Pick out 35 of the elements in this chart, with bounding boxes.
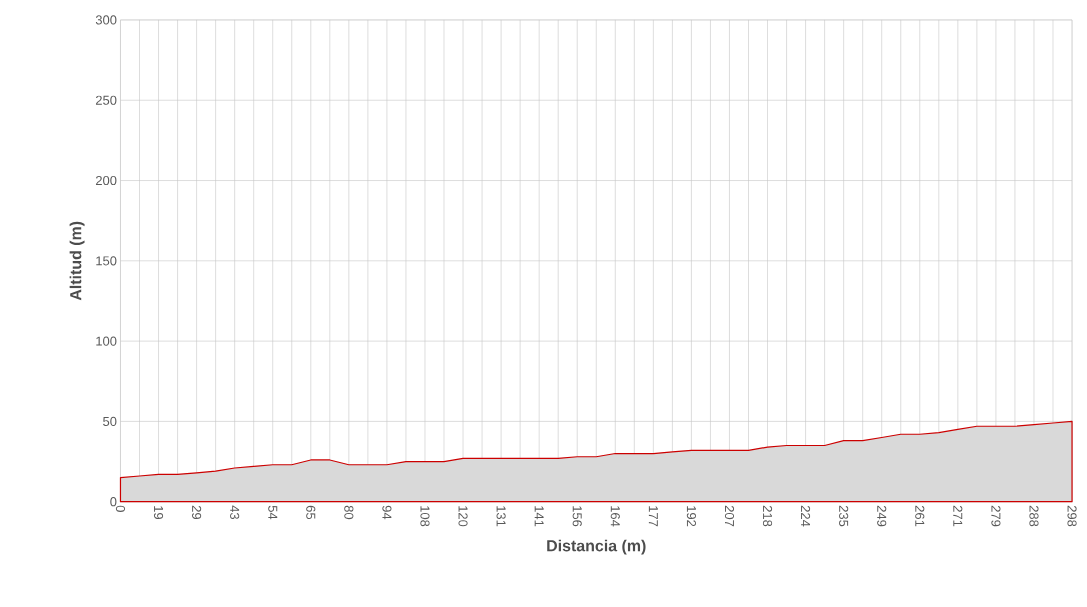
x-tick-label: 288	[1029, 505, 1039, 527]
x-tick-label: 192	[686, 505, 696, 526]
x-axis-title: Distancia (m)	[547, 539, 646, 555]
x-tick-label: 298	[1067, 505, 1077, 527]
y-tick-label: 50	[103, 416, 117, 426]
x-tick-label: 224	[801, 505, 811, 527]
x-tick-label: 65	[306, 505, 316, 519]
y-tick-label: 100	[96, 336, 117, 346]
x-tick-label: 279	[991, 505, 1001, 527]
y-tick-label: 200	[95, 175, 117, 185]
x-tick-label: 54	[268, 505, 278, 520]
x-tick-label: 271	[953, 505, 963, 526]
x-tick-label: 29	[192, 505, 202, 519]
x-tick-label: 141	[534, 505, 544, 526]
x-tick-label: 177	[648, 505, 658, 526]
x-tick-label: 19	[153, 505, 164, 519]
x-tick-label: 80	[344, 505, 354, 519]
x-tick-label: 261	[915, 505, 925, 526]
x-tick-label: 235	[839, 505, 849, 527]
y-tick-label: 0	[110, 496, 117, 507]
x-tick-label: 131	[496, 505, 506, 526]
y-tick-label: 250	[95, 95, 117, 105]
x-tick-label: 249	[877, 505, 887, 527]
x-tick-label: 120	[458, 505, 468, 527]
y-tick-label: 150	[96, 256, 117, 266]
x-tick-label: 108	[420, 505, 430, 527]
y-tick-label: 300	[95, 15, 117, 25]
x-tick-label: 164	[610, 505, 620, 527]
x-tick-label: 94	[382, 505, 392, 520]
x-tick-label: 156	[572, 505, 582, 527]
x-tick-label: 43	[230, 505, 240, 519]
x-tick-label: 207	[724, 505, 735, 526]
x-tick-label: 218	[762, 505, 773, 527]
y-axis-title: Altitud (m)	[69, 221, 85, 301]
x-tick-label: 0	[115, 505, 126, 512]
